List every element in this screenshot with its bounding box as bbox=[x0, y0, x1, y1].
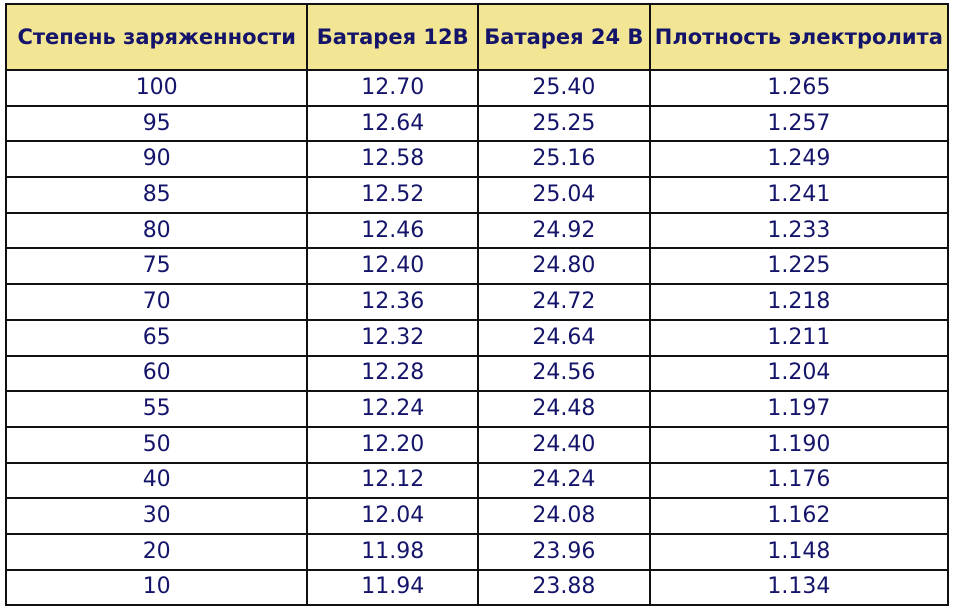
cell-battery-24v: 24.24 bbox=[477, 461, 651, 500]
cell-charge-level: 40 bbox=[4, 461, 309, 500]
cell-charge-level: 55 bbox=[4, 390, 309, 428]
header-row: Степень заряженности Батарея 12В Батарея… bbox=[4, 3, 950, 71]
header-battery-12v: Батарея 12В bbox=[306, 3, 480, 71]
cell-battery-12v: 12.58 bbox=[306, 140, 480, 179]
cell-charge-level: 20 bbox=[4, 532, 309, 571]
table-row: 100 12.70 25.40 1.265 bbox=[4, 69, 950, 107]
cell-battery-12v: 12.40 bbox=[306, 247, 480, 286]
cell-battery-24v: 24.48 bbox=[477, 390, 651, 428]
cell-battery-24v: 24.92 bbox=[477, 211, 651, 250]
cell-electrolyte-density: 1.218 bbox=[648, 283, 950, 321]
cell-electrolyte-density: 1.257 bbox=[648, 104, 950, 143]
cell-electrolyte-density: 1.241 bbox=[648, 176, 950, 214]
cell-charge-level: 75 bbox=[4, 247, 309, 286]
cell-battery-24v: 25.25 bbox=[477, 104, 651, 143]
cell-battery-12v: 12.70 bbox=[306, 69, 480, 107]
cell-electrolyte-density: 1.204 bbox=[648, 354, 950, 393]
cell-battery-24v: 24.80 bbox=[477, 247, 651, 286]
cell-battery-12v: 12.46 bbox=[306, 211, 480, 250]
cell-battery-12v: 12.28 bbox=[306, 354, 480, 393]
cell-charge-level: 60 bbox=[4, 354, 309, 393]
cell-electrolyte-density: 1.148 bbox=[648, 532, 950, 571]
cell-battery-12v: 11.98 bbox=[306, 532, 480, 571]
table-row: 70 12.36 24.72 1.218 bbox=[4, 283, 950, 321]
cell-battery-12v: 12.12 bbox=[306, 461, 480, 500]
cell-battery-24v: 24.40 bbox=[477, 425, 651, 464]
cell-battery-12v: 12.04 bbox=[306, 497, 480, 535]
cell-electrolyte-density: 1.162 bbox=[648, 497, 950, 535]
battery-charge-table: Степень заряженности Батарея 12В Батарея… bbox=[4, 3, 950, 607]
table-row: 10 11.94 23.88 1.134 bbox=[4, 568, 950, 607]
cell-charge-level: 90 bbox=[4, 140, 309, 179]
cell-charge-level: 70 bbox=[4, 283, 309, 321]
cell-battery-24v: 25.04 bbox=[477, 176, 651, 214]
table-row: 40 12.12 24.24 1.176 bbox=[4, 461, 950, 500]
cell-battery-24v: 23.96 bbox=[477, 532, 651, 571]
table-row: 55 12.24 24.48 1.197 bbox=[4, 390, 950, 428]
cell-charge-level: 85 bbox=[4, 176, 309, 214]
cell-electrolyte-density: 1.233 bbox=[648, 211, 950, 250]
cell-charge-level: 65 bbox=[4, 318, 309, 357]
cell-battery-12v: 12.32 bbox=[306, 318, 480, 357]
table-row: 50 12.20 24.40 1.190 bbox=[4, 425, 950, 464]
table-row: 60 12.28 24.56 1.204 bbox=[4, 354, 950, 393]
cell-battery-12v: 12.24 bbox=[306, 390, 480, 428]
cell-electrolyte-density: 1.265 bbox=[648, 69, 950, 107]
cell-battery-24v: 24.08 bbox=[477, 497, 651, 535]
cell-battery-12v: 12.64 bbox=[306, 104, 480, 143]
cell-battery-12v: 12.52 bbox=[306, 176, 480, 214]
cell-charge-level: 80 bbox=[4, 211, 309, 250]
cell-battery-24v: 24.56 bbox=[477, 354, 651, 393]
cell-battery-24v: 25.40 bbox=[477, 69, 651, 107]
table-row: 85 12.52 25.04 1.241 bbox=[4, 176, 950, 214]
cell-charge-level: 10 bbox=[4, 568, 309, 607]
cell-battery-12v: 12.36 bbox=[306, 283, 480, 321]
cell-battery-12v: 11.94 bbox=[306, 568, 480, 607]
table-row: 65 12.32 24.64 1.211 bbox=[4, 318, 950, 357]
cell-battery-24v: 25.16 bbox=[477, 140, 651, 179]
cell-electrolyte-density: 1.190 bbox=[648, 425, 950, 464]
table-row: 30 12.04 24.08 1.162 bbox=[4, 497, 950, 535]
table-row: 80 12.46 24.92 1.233 bbox=[4, 211, 950, 250]
table-row: 90 12.58 25.16 1.249 bbox=[4, 140, 950, 179]
cell-charge-level: 100 bbox=[4, 69, 309, 107]
cell-battery-24v: 23.88 bbox=[477, 568, 651, 607]
cell-electrolyte-density: 1.176 bbox=[648, 461, 950, 500]
cell-battery-24v: 24.72 bbox=[477, 283, 651, 321]
header-battery-24v: Батарея 24 В bbox=[477, 3, 651, 71]
cell-charge-level: 50 bbox=[4, 425, 309, 464]
table-row: 75 12.40 24.80 1.225 bbox=[4, 247, 950, 286]
table-row: 95 12.64 25.25 1.257 bbox=[4, 104, 950, 143]
cell-battery-24v: 24.64 bbox=[477, 318, 651, 357]
cell-charge-level: 30 bbox=[4, 497, 309, 535]
cell-electrolyte-density: 1.134 bbox=[648, 568, 950, 607]
cell-electrolyte-density: 1.211 bbox=[648, 318, 950, 357]
header-electrolyte-density: Плотность электролита bbox=[648, 3, 950, 71]
cell-electrolyte-density: 1.225 bbox=[648, 247, 950, 286]
cell-electrolyte-density: 1.197 bbox=[648, 390, 950, 428]
header-charge-level: Степень заряженности bbox=[4, 3, 309, 71]
cell-charge-level: 95 bbox=[4, 104, 309, 143]
cell-electrolyte-density: 1.249 bbox=[648, 140, 950, 179]
table-row: 20 11.98 23.96 1.148 bbox=[4, 532, 950, 571]
cell-battery-12v: 12.20 bbox=[306, 425, 480, 464]
